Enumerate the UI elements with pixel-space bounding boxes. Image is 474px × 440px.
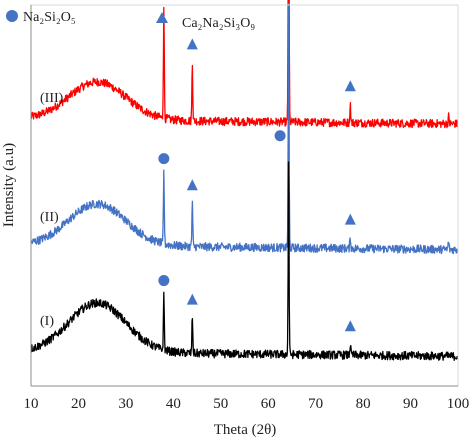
legend-label-1: Na₂Si₂O₅ (23, 10, 76, 25)
ca2na2si3o9-marker (186, 179, 198, 191)
x-tick-label: 30 (118, 396, 133, 412)
x-tick-label: 60 (261, 396, 276, 412)
x-tick-label: 100 (447, 396, 470, 412)
ca2na2si3o9-marker (344, 213, 356, 225)
ca2na2si3o9-marker (186, 38, 198, 50)
series-line-I (30, 161, 459, 361)
plot-lines (30, 0, 459, 361)
x-axis-title: Theta (2θ) (214, 422, 277, 438)
na2si2o5-marker (158, 275, 170, 287)
x-tick-label: 40 (166, 396, 181, 412)
plot-area-frame (30, 4, 459, 387)
na2si2o5-marker (274, 130, 286, 142)
ca2na2si3o9-marker (344, 80, 356, 92)
plot-markers (158, 38, 356, 332)
legend-triangle-marker (156, 12, 168, 23)
x-tick-label: 70 (308, 396, 323, 412)
series-line-II (30, 2, 459, 255)
series-label-I: (I) (40, 314, 54, 329)
x-tick-label: 80 (356, 396, 371, 412)
y-axis-title: Intensity (a.u) (1, 143, 17, 227)
legend-circle-marker (6, 10, 18, 22)
x-tick-label: 90 (403, 396, 418, 412)
ca2na2si3o9-marker (186, 293, 198, 305)
x-tick-label: 50 (213, 396, 228, 412)
series-label-III: (III) (40, 91, 64, 106)
series-label-II: (II) (40, 210, 59, 225)
x-tick-label: 10 (24, 396, 39, 412)
x-tick-labels: 10 20 30 40 50 60 70 80 90 100 (24, 396, 470, 412)
ca2na2si3o9-marker (344, 320, 356, 332)
legend-label-2: Ca₂Na₂Si₃O₉ (182, 16, 255, 31)
series-line-III (30, 0, 459, 129)
na2si2o5-marker (158, 153, 170, 165)
legend: Na₂Si₂O₅ Ca₂Na₂Si₃O₉ (6, 10, 255, 31)
x-tick-label: 20 (71, 396, 86, 412)
